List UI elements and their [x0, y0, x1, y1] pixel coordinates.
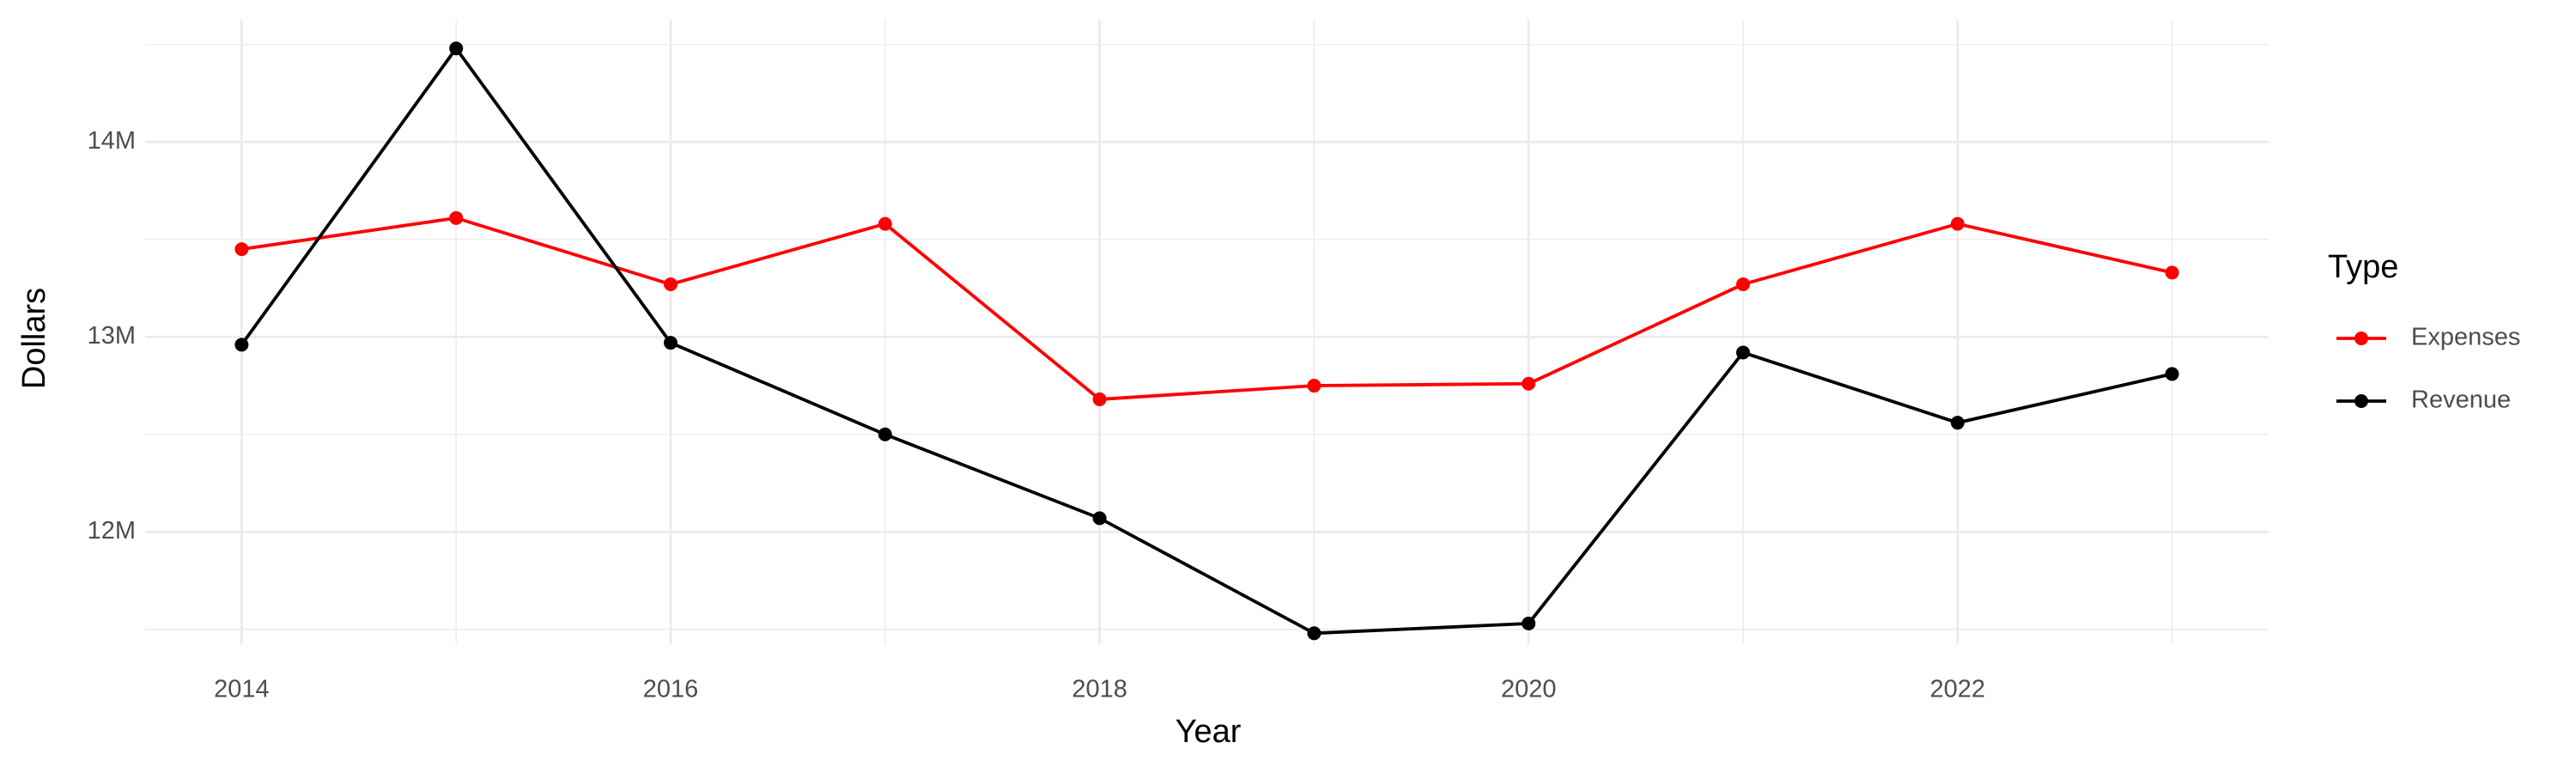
- x-tick-label: 2018: [1072, 676, 1127, 703]
- legend-point: [2354, 394, 2368, 408]
- data-point: [878, 427, 892, 441]
- data-point: [664, 336, 678, 350]
- data-point: [234, 338, 249, 352]
- data-point: [2165, 265, 2179, 280]
- series-line: [240, 46, 2173, 636]
- data-point: [1522, 616, 1536, 630]
- x-tick-label: 2016: [643, 676, 699, 703]
- data-point: [449, 210, 464, 225]
- data-point: [1735, 345, 1750, 360]
- data-point: [1092, 392, 1107, 406]
- data-point: [664, 277, 678, 292]
- data-point: [878, 216, 892, 231]
- data-point: [1735, 277, 1750, 292]
- y-tick-label: 13M: [88, 322, 136, 350]
- x-tick-label: 2014: [214, 676, 270, 703]
- legend-point: [2354, 332, 2368, 345]
- data-point: [1092, 511, 1107, 526]
- data-point: [1522, 376, 1536, 391]
- data-point: [1307, 626, 1321, 641]
- legend-label: Revenue: [2411, 386, 2511, 414]
- legend-title: Type: [2328, 249, 2398, 285]
- data-point: [2165, 367, 2179, 381]
- y-axis-title: Dollars: [16, 288, 52, 389]
- data-point: [1950, 416, 1965, 430]
- x-axis-title: Year: [1176, 714, 1242, 750]
- data-point: [449, 41, 464, 56]
- y-tick-label: 12M: [88, 517, 136, 545]
- data-point: [1950, 216, 1965, 231]
- series-line: [241, 216, 2173, 401]
- x-tick-label: 2022: [1930, 676, 1986, 703]
- y-tick-label: 14M: [88, 127, 136, 155]
- data-point: [234, 242, 249, 257]
- x-tick-label: 2020: [1501, 676, 1557, 703]
- data-point: [1307, 379, 1321, 393]
- legend-label: Expenses: [2411, 324, 2520, 351]
